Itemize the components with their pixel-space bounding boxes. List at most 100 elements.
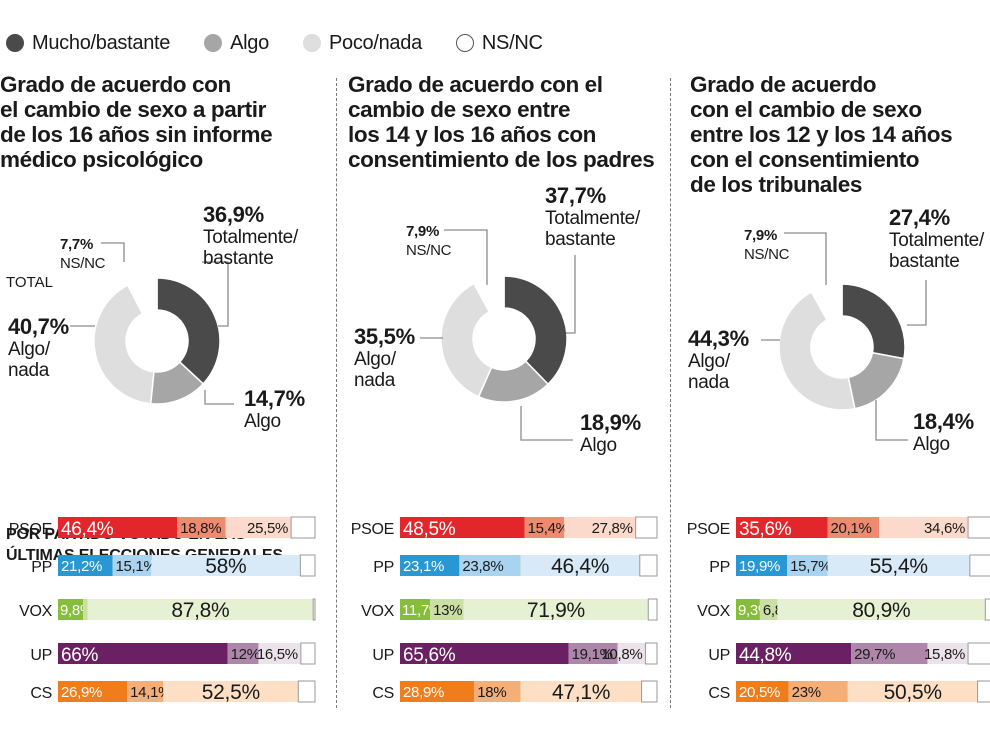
panel-title-line: el cambio de sexo a partir: [0, 97, 266, 122]
bar-segment-poco-nada: [564, 517, 636, 538]
bar-segment-ns-nc: [639, 554, 658, 577]
bar-value-label: 26,9%: [61, 684, 102, 701]
panel-title-line: médico psicológico: [0, 147, 203, 172]
bar-value-label: 34,6%: [924, 520, 965, 537]
bar-value-label: 52,5%: [202, 681, 260, 704]
panel-title: Grado de acuerdo con el cambio de sexo a…: [0, 72, 330, 172]
bar-category-label: CS: [30, 685, 52, 702]
leader-line-ns: [784, 232, 827, 285]
bar-category-label: UP: [30, 647, 52, 664]
bar-value-label: 80,9%: [852, 599, 910, 622]
bar-value-label: 87,8%: [171, 599, 229, 622]
bar-value-label: 15,8%: [924, 646, 965, 663]
bar-segment-ns-nc: [290, 516, 316, 539]
bar-segment-mucho-bastante: [58, 517, 178, 538]
panel-title-line: con el cambio de sexo: [690, 97, 922, 122]
bar-segment-mucho-bastante: [400, 517, 525, 538]
panel-title-line: los 14 y los 16 años con: [348, 122, 597, 147]
bar-value-label: 48,5%: [403, 519, 456, 540]
legend-swatch-algo: [204, 34, 223, 52]
bar-value-label: 12%: [231, 646, 260, 663]
bar-segment-algo: [788, 681, 848, 702]
leader-line-tb: [202, 261, 229, 327]
bar-value-label: 28,9%: [403, 684, 444, 701]
bar-segment-poco-nada: [163, 681, 299, 702]
slice-value-label: 18,4%: [913, 409, 974, 434]
bar-segment-poco-nada: [258, 643, 301, 664]
bar-category-label: VOX: [697, 603, 731, 620]
bar-segment-poco-nada: [927, 643, 969, 664]
panel-title-line: Grado de acuerdo con: [0, 72, 231, 97]
donut-slice-poco-nada: [778, 290, 856, 411]
slice-category-label: NS/NC: [60, 255, 106, 272]
slice-category-label: bastante: [545, 229, 616, 250]
bar-value-label: 20,5%: [739, 684, 780, 701]
slice-category-label: nada: [354, 370, 396, 391]
bar-segment-algo: [83, 599, 88, 620]
panel-title-line: Grado de acuerdo: [690, 72, 877, 97]
bar-category-label: PP: [31, 559, 52, 576]
bar-value-label: 66%: [61, 645, 99, 666]
panel-12-14-anos: Grado de acuerdo con el cambio de sexo e…: [690, 70, 990, 742]
bar-segment-mucho-bastante: [400, 599, 431, 620]
slice-category-label: Algo/: [8, 339, 51, 360]
bar-category-label: UP: [708, 647, 730, 664]
bar-value-label: 15,7%: [790, 558, 831, 575]
bar-segment-ns-nc: [312, 598, 316, 621]
slice-value-label: 36,9%: [203, 202, 264, 227]
slice-category-label: Totalmente/: [889, 230, 985, 251]
bar-category-label: PP: [373, 559, 394, 576]
bar-value-label: 46,4%: [61, 519, 114, 540]
bar-segment-algo: [787, 555, 828, 576]
legend-swatch-poco-nada: [302, 34, 321, 52]
legend-swatch-mucho-bastante: [6, 34, 24, 52]
bar-segment-mucho-bastante: [58, 555, 113, 576]
bar-category-label: CS: [372, 685, 394, 702]
bar-segment-ns-nc: [977, 680, 990, 703]
bar-value-label: 18,8%: [180, 520, 221, 537]
bar-value-label: 35,6%: [739, 519, 792, 540]
bar-segment-ns-nc: [967, 642, 990, 665]
bar-segment-algo: [459, 555, 521, 576]
bar-segment-mucho-bastante: [400, 681, 475, 702]
bar-segment-ns-nc: [967, 516, 990, 539]
slice-category-label: Algo: [580, 435, 617, 456]
bar-segment-algo: [227, 643, 259, 664]
leader-line-ns: [101, 242, 125, 262]
leader-line-algo: [520, 406, 573, 441]
bar-segment-mucho-bastante: [736, 555, 788, 576]
legend-item-ns-nc: NS/NC: [455, 31, 543, 55]
donut-slice-mucho-bastante: [503, 275, 568, 386]
bar-segment-ns-nc: [647, 598, 658, 621]
bar-segment-poco-nada: [520, 555, 640, 576]
bar-value-label: 27,8%: [592, 520, 633, 537]
bar-segment-poco-nada: [777, 599, 986, 620]
bar-segment-mucho-bastante: [400, 555, 460, 576]
panel-title-line: cambio de sexo entre: [348, 97, 571, 122]
bar-segment-algo: [524, 517, 565, 538]
bar-segment-poco-nada: [151, 555, 301, 576]
donut-slice-poco-nada: [440, 282, 493, 398]
slice-category-label: Totalmente/: [203, 227, 299, 248]
panel-divider-1: [336, 78, 337, 708]
bar-value-label: 50,5%: [884, 681, 942, 704]
bar-segment-ns-nc: [297, 680, 316, 703]
leader-line-algo: [875, 400, 908, 441]
bar-segment-algo: [112, 555, 152, 576]
bar-value-label: 20,1%: [830, 520, 871, 537]
donut-slice-poco-nada: [93, 284, 155, 405]
bar-segment-ns-nc: [984, 598, 990, 621]
legend-label-ns-nc: NS/NC: [481, 31, 543, 54]
legend-item-algo: Algo: [204, 32, 269, 55]
bar-segment-ns-nc: [641, 680, 658, 703]
bar-segment-mucho-bastante: [736, 517, 828, 538]
donut-slice-ns-nc: [126, 277, 158, 315]
slice-value-label: 44,3%: [688, 326, 749, 351]
chart-panel-2: 37,7%Totalmente/bastante 18,9%Algo 35,5%Al…: [351, 183, 658, 704]
leader-line-ns: [444, 229, 488, 285]
bar-segment-poco-nada: [617, 643, 646, 664]
legend-label-algo: Algo: [230, 31, 269, 54]
bar-segment-mucho-bastante: [58, 643, 228, 664]
panel-title: Grado de acuerdo con el cambio de sexo e…: [690, 72, 990, 197]
bar-segment-algo: [430, 599, 464, 620]
